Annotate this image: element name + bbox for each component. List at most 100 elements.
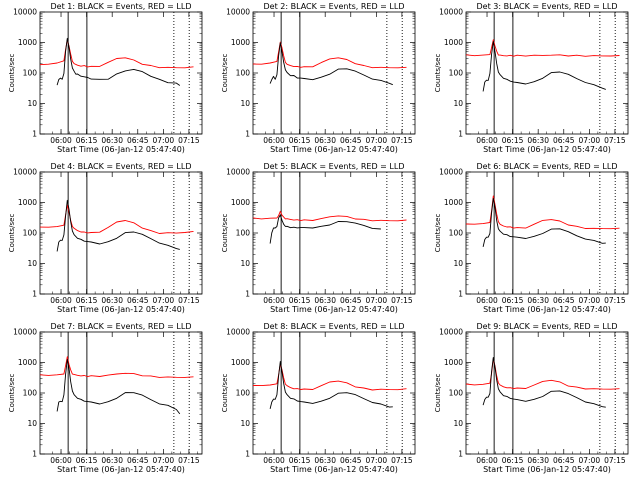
x-tick-label: 06:15 bbox=[76, 456, 98, 465]
y-tick-label: 10000 bbox=[439, 328, 463, 337]
x-tick-label: 06:30 bbox=[527, 456, 549, 465]
y-tick-label: 10 bbox=[240, 259, 250, 268]
x-tick-label: 06:30 bbox=[527, 296, 549, 305]
y-tick-label: 1 bbox=[458, 450, 463, 459]
y-tick-label: 10000 bbox=[226, 8, 250, 17]
x-tick-label: 06:30 bbox=[314, 136, 336, 145]
x-tick-label: 07:00 bbox=[579, 456, 601, 465]
x-tick-label: 07:00 bbox=[579, 296, 601, 305]
events-series-line bbox=[269, 214, 381, 244]
x-tick-label: 06:45 bbox=[553, 136, 575, 145]
y-tick-label: 10 bbox=[453, 99, 463, 108]
chart-svg-3: Det 3: BLACK = Events, RED = LLD 1 10 100 10… bbox=[434, 2, 629, 154]
x-tick-label: 06:00 bbox=[476, 136, 498, 145]
x-tick-label: 07:15 bbox=[178, 456, 200, 465]
y-tick-label: 1 bbox=[32, 450, 37, 459]
x-tick-label: 06:45 bbox=[553, 456, 575, 465]
y-tick-label: 10 bbox=[27, 259, 37, 268]
chart-panel-4: Det 4: BLACK = Events, RED = LLD 1 10 100 10… bbox=[0, 160, 213, 320]
y-tick-label: 1 bbox=[32, 290, 37, 299]
chart-title: Det 8: BLACK = Events, RED = LLD bbox=[264, 322, 405, 331]
chart-svg-6: Det 6: BLACK = Events, RED = LLD 1 10 100 10… bbox=[434, 162, 629, 314]
chart-panel-8: Det 8: BLACK = Events, RED = LLD 1 10 100 10… bbox=[213, 320, 426, 480]
x-tick-label: 06:00 bbox=[263, 136, 285, 145]
y-tick-label: 10000 bbox=[13, 328, 37, 337]
chart-svg-4: Det 4: BLACK = Events, RED = LLD 1 10 100 10… bbox=[8, 162, 203, 314]
y-axis-label: Counts/sec bbox=[8, 374, 16, 413]
y-tick-label: 1 bbox=[245, 450, 250, 459]
lld-series-line bbox=[39, 204, 194, 234]
chart-svg-8: Det 8: BLACK = Events, RED = LLD 1 10 100 10… bbox=[221, 322, 416, 474]
x-axis-label: Start Time (06-Jan-12 05:47:40) bbox=[57, 305, 185, 314]
y-tick-label: 1000 bbox=[18, 38, 37, 47]
y-tick-label: 1 bbox=[245, 130, 250, 139]
x-tick-label: 06:45 bbox=[340, 296, 362, 305]
y-tick-label: 1000 bbox=[444, 38, 463, 47]
chart-svg-5: Det 5: BLACK = Events, RED = LLD 1 10 100 10… bbox=[221, 162, 416, 314]
y-tick-label: 1000 bbox=[231, 198, 250, 207]
events-series-line bbox=[482, 197, 606, 248]
y-tick-label: 100 bbox=[236, 229, 251, 238]
x-tick-label: 07:00 bbox=[153, 456, 175, 465]
chart-svg-2: Det 2: BLACK = Events, RED = LLD 1 10 100 10… bbox=[221, 2, 416, 154]
x-tick-label: 07:15 bbox=[178, 296, 200, 305]
y-tick-label: 100 bbox=[449, 389, 464, 398]
chart-panel-2: Det 2: BLACK = Events, RED = LLD 1 10 100 10… bbox=[213, 0, 426, 160]
y-tick-label: 1000 bbox=[444, 198, 463, 207]
x-tick-label: 06:00 bbox=[50, 136, 72, 145]
chart-panel-1: Det 1: BLACK = Events, RED = LLD 1 10 100 10… bbox=[0, 0, 213, 160]
x-tick-label: 07:15 bbox=[178, 136, 200, 145]
chart-svg-1: Det 1: BLACK = Events, RED = LLD 1 10 100 10… bbox=[8, 2, 203, 154]
chart-title: Det 4: BLACK = Events, RED = LLD bbox=[51, 162, 192, 171]
x-axis-label: Start Time (06-Jan-12 05:47:40) bbox=[57, 465, 185, 474]
x-tick-label: 07:15 bbox=[604, 296, 626, 305]
x-tick-label: 06:15 bbox=[76, 296, 98, 305]
chart-title: Det 6: BLACK = Events, RED = LLD bbox=[477, 162, 618, 171]
y-tick-label: 10000 bbox=[226, 328, 250, 337]
y-tick-label: 1000 bbox=[231, 38, 250, 47]
lld-series-line bbox=[465, 39, 620, 57]
chart-panel-3: Det 3: BLACK = Events, RED = LLD 1 10 100 10… bbox=[426, 0, 639, 160]
x-tick-label: 06:00 bbox=[50, 456, 72, 465]
x-tick-label: 07:15 bbox=[604, 136, 626, 145]
chart-panel-7: Det 7: BLACK = Events, RED = LLD 1 10 100 10… bbox=[0, 320, 213, 480]
y-tick-label: 10 bbox=[27, 419, 37, 428]
y-axis-label: Counts/sec bbox=[434, 214, 442, 253]
x-tick-label: 06:00 bbox=[476, 296, 498, 305]
y-tick-label: 10000 bbox=[439, 168, 463, 177]
y-tick-label: 1000 bbox=[18, 358, 37, 367]
x-axis-label: Start Time (06-Jan-12 05:47:40) bbox=[483, 145, 611, 154]
x-tick-label: 06:30 bbox=[101, 296, 123, 305]
y-tick-label: 1000 bbox=[231, 358, 250, 367]
x-tick-label: 06:30 bbox=[314, 456, 336, 465]
lld-series-line bbox=[465, 195, 620, 230]
x-tick-label: 07:15 bbox=[604, 456, 626, 465]
x-axis-label: Start Time (06-Jan-12 05:47:40) bbox=[270, 145, 398, 154]
x-tick-label: 06:30 bbox=[101, 136, 123, 145]
x-tick-label: 06:45 bbox=[340, 136, 362, 145]
y-tick-label: 1 bbox=[32, 130, 37, 139]
events-series-line bbox=[56, 199, 180, 252]
y-tick-label: 10000 bbox=[13, 8, 37, 17]
x-axis-label: Start Time (06-Jan-12 05:47:40) bbox=[483, 465, 611, 474]
x-tick-label: 07:00 bbox=[579, 136, 601, 145]
y-axis-label: Counts/sec bbox=[8, 54, 16, 93]
x-tick-label: 06:00 bbox=[263, 296, 285, 305]
y-tick-label: 10 bbox=[240, 419, 250, 428]
x-tick-label: 06:45 bbox=[127, 136, 149, 145]
chart-title: Det 9: BLACK = Events, RED = LLD bbox=[477, 322, 618, 331]
x-axis-label: Start Time (06-Jan-12 05:47:40) bbox=[270, 465, 398, 474]
y-axis-label: Counts/sec bbox=[8, 214, 16, 253]
x-tick-label: 06:15 bbox=[76, 136, 98, 145]
x-tick-label: 06:45 bbox=[127, 456, 149, 465]
y-tick-label: 1000 bbox=[444, 358, 463, 367]
chart-title: Det 7: BLACK = Events, RED = LLD bbox=[51, 322, 192, 331]
lld-series-line bbox=[39, 39, 194, 69]
y-axis-label: Counts/sec bbox=[221, 214, 229, 253]
y-tick-label: 10000 bbox=[13, 168, 37, 177]
events-series-line bbox=[269, 361, 393, 410]
x-tick-label: 07:00 bbox=[366, 456, 388, 465]
x-tick-label: 06:15 bbox=[289, 296, 311, 305]
y-axis-label: Counts/sec bbox=[434, 54, 442, 93]
y-tick-label: 100 bbox=[23, 229, 38, 238]
